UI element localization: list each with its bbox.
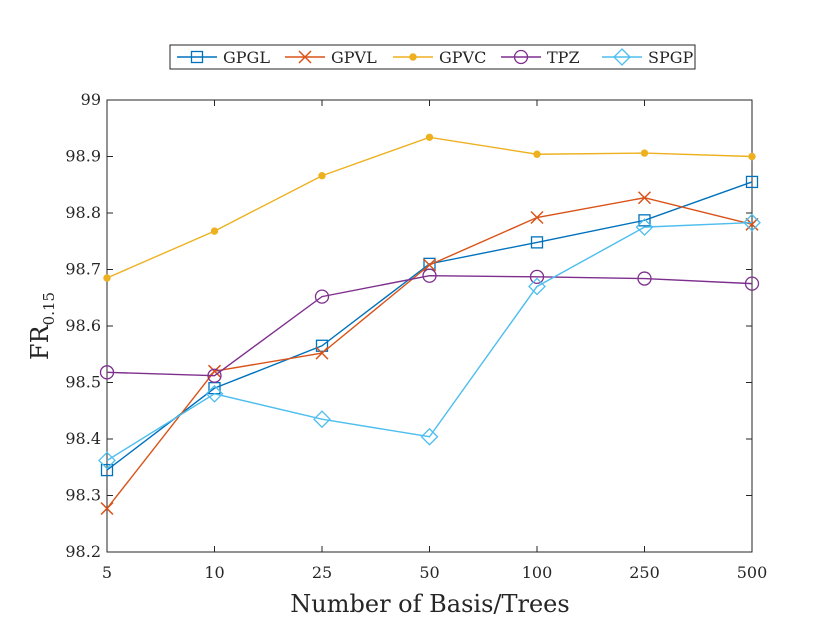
data-point-spgp — [205, 384, 224, 403]
data-point-tpz — [422, 268, 437, 283]
series-line-gpgl — [106, 181, 753, 471]
data-point-gpvc — [425, 133, 434, 141]
y-tick-label: 98.3 — [65, 486, 101, 505]
x-tick-label: 5 — [102, 563, 112, 582]
data-point-gpgl — [100, 463, 114, 477]
legend-label-gpgl: GPGL — [223, 48, 270, 67]
y-tick-label: 98.2 — [65, 542, 101, 561]
data-point-spgp — [528, 277, 546, 296]
data-point-gpgl — [638, 214, 651, 227]
data-point-tpz — [637, 271, 652, 286]
series-line-tpz — [106, 275, 753, 377]
x-tick-label: 25 — [312, 563, 332, 582]
legend-item-gpgl: GPGL — [177, 48, 270, 67]
data-point-gpvc — [318, 172, 326, 180]
x-tick-label: 250 — [629, 563, 660, 582]
data-point-gpgl — [745, 175, 759, 189]
y-axis-title: FR0.15 — [26, 292, 58, 360]
plot-area: 5 10 25 50 100 250 500 98.2 98.3 98.4 98.5 98.6 98.7… — [65, 90, 767, 582]
legend-item-gpvc: GPVC — [393, 48, 486, 67]
data-point-tpz — [744, 276, 760, 291]
data-point-gpvl — [100, 501, 114, 516]
y-tick-label: 98.5 — [65, 373, 101, 392]
x-tick-label: 50 — [419, 563, 439, 582]
y-axis-title-subscript: 0.15 — [40, 292, 58, 325]
data-point-gpvl — [422, 258, 437, 272]
data-point-gpvc — [210, 227, 219, 235]
legend-marker-tpz — [513, 49, 529, 65]
data-point-gpgl — [315, 339, 329, 352]
data-point-gpvl — [530, 210, 544, 225]
legend-marker-spgp — [613, 48, 631, 66]
legend-marker-gpvc — [409, 53, 417, 61]
y-tick-label: 98.8 — [65, 203, 101, 222]
data-point-tpz — [529, 269, 545, 284]
legend-label-gpvl: GPVL — [331, 48, 377, 67]
series-tpz — [99, 268, 760, 383]
x-tick-label: 100 — [522, 563, 553, 582]
series-gpvc — [103, 133, 756, 282]
data-point-spgp — [420, 427, 439, 446]
data-point-gpvl — [637, 191, 652, 205]
data-point-spgp — [313, 410, 331, 429]
legend: GPGL GPVL GPVC TPZ SPGP — [169, 44, 696, 70]
y-tick-label: 98.4 — [65, 429, 101, 448]
y-tick-label: 98.6 — [65, 316, 101, 335]
plot-frame — [106, 99, 753, 553]
y-axis-title-main: FR — [26, 324, 54, 360]
axis-ticks: 5 10 25 50 100 250 500 98.2 98.3 98.4 98.5 98.6 98.7… — [65, 90, 767, 582]
legend-item-gpvl: GPVL — [285, 48, 377, 67]
y-tick-label: 98.7 — [65, 260, 101, 279]
x-axis-title: Number of Basis/Trees — [290, 590, 569, 618]
legend-marker-gpgl — [190, 50, 204, 64]
legend-marker-gpvl — [298, 50, 312, 64]
y-tick-label: 99 — [81, 90, 101, 109]
data-point-tpz — [314, 289, 330, 304]
data-point-tpz — [207, 368, 222, 383]
series-layer — [98, 133, 761, 516]
x-tick-label: 10 — [204, 563, 224, 582]
data-point-spgp — [743, 213, 761, 232]
legend-label-spgp: SPGP — [648, 48, 694, 67]
data-point-spgp — [635, 218, 654, 237]
data-point-gpvc — [748, 152, 756, 161]
data-point-tpz — [99, 365, 115, 380]
legend-label-tpz: TPZ — [547, 48, 580, 67]
data-point-gpvl — [745, 217, 759, 231]
data-point-spgp — [98, 451, 116, 470]
data-point-gpgl — [530, 236, 544, 249]
series-gpgl — [100, 175, 759, 477]
legend-item-tpz: TPZ — [501, 48, 580, 67]
y-tick-label: 98.9 — [65, 147, 101, 166]
data-point-gpvc — [533, 150, 541, 158]
data-point-gpvc — [103, 274, 111, 282]
data-point-gpvl — [315, 346, 329, 360]
data-point-gpvc — [640, 149, 649, 157]
legend-item-spgp: SPGP — [602, 48, 694, 67]
x-tick-label: 500 — [737, 563, 768, 582]
legend-label-gpvc: GPVC — [439, 48, 486, 67]
series-line-spgp — [106, 221, 753, 462]
series-spgp — [98, 213, 761, 470]
